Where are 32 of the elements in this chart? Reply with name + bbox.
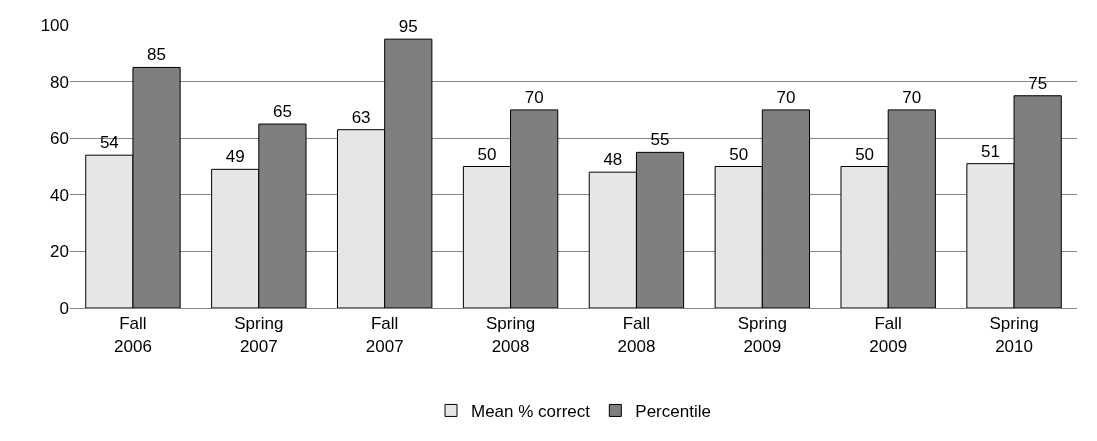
data-label: 49 [225,147,245,167]
x-tick-label: Fall 2007 [365,314,404,356]
data-label: 50 [729,144,749,164]
legend-label: Mean % correct [471,402,591,422]
y-tick-label: 100 [40,15,69,35]
data-label: 65 [272,102,292,122]
data-label: 55 [650,130,670,150]
data-label: 95 [398,17,418,37]
data-label: 50 [477,144,497,164]
x-tick-label: Fall 2009 [869,314,908,356]
y-tick-label: 40 [50,185,69,205]
x-tick-label: Spring 2007 [234,314,284,356]
data-label: 75 [1028,73,1048,93]
x-tick-label: Fall 2006 [114,314,152,356]
data-label: 70 [524,87,544,107]
x-tick-label: Fall 2008 [617,314,656,356]
x-tick-label: Spring 2010 [989,314,1039,356]
data-label: 51 [981,141,1000,161]
data-label: 70 [776,87,796,107]
y-tick-label: 60 [50,129,69,149]
y-tick-label: 0 [59,298,69,318]
legend-label: Percentile [635,402,711,422]
x-tick-label: Spring 2009 [737,314,787,356]
y-tick-label: 20 [50,242,69,262]
data-label: 48 [603,150,623,170]
data-label: 85 [147,45,166,65]
x-tick-label: Spring 2008 [485,314,536,356]
data-label: 54 [99,133,119,153]
data-label: 63 [351,107,371,127]
y-tick-label: 80 [50,72,69,92]
data-label: 50 [855,144,875,164]
data-label: 70 [902,87,922,107]
